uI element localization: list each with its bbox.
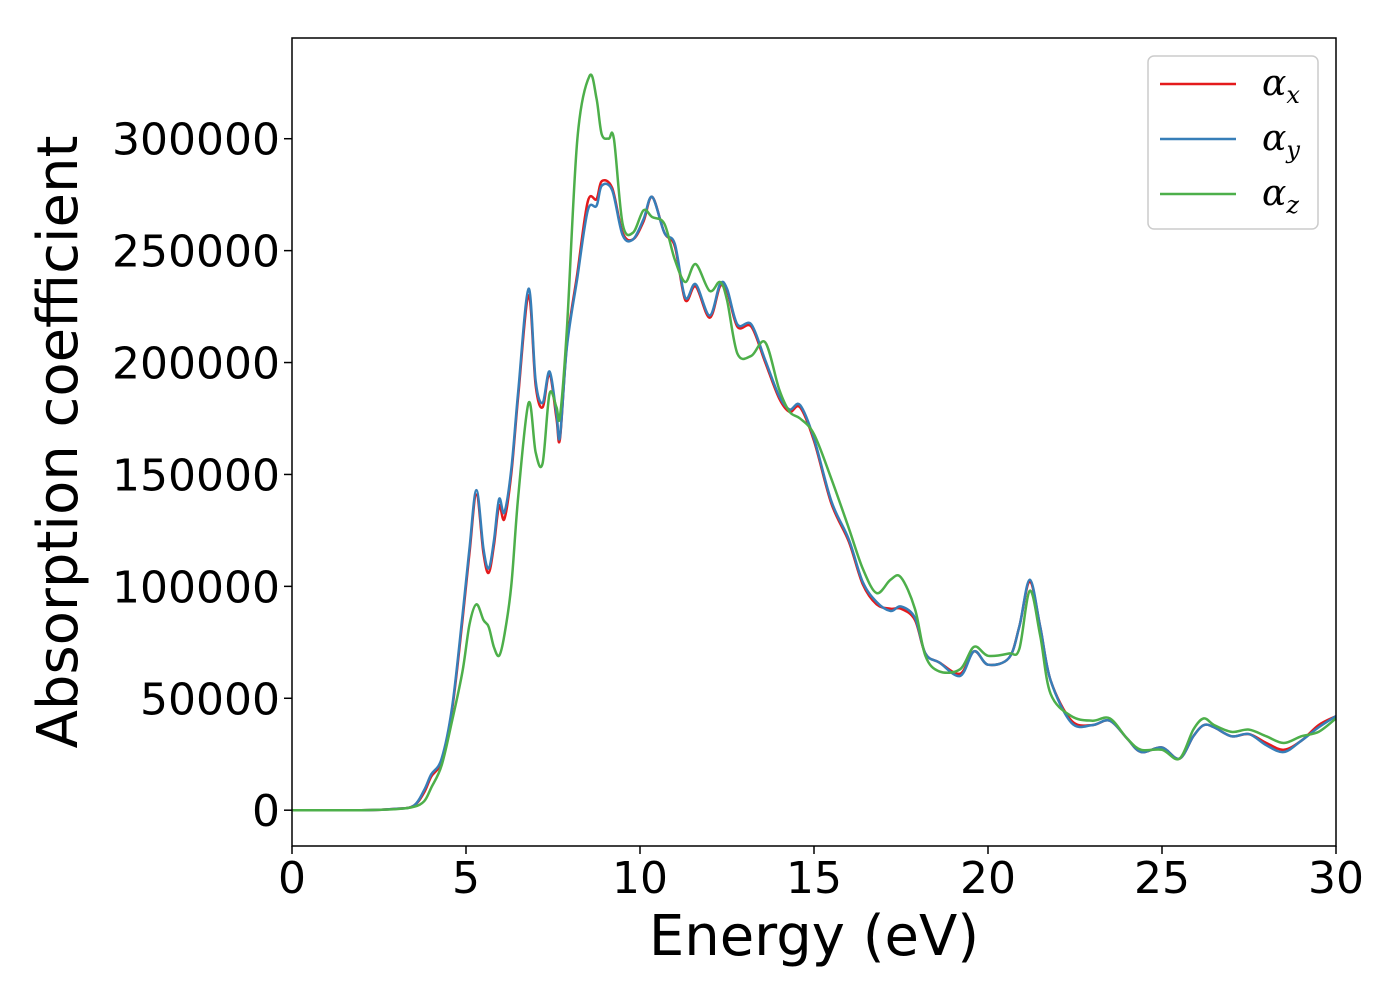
y-tick-label: 300000 bbox=[112, 115, 280, 166]
legend-box bbox=[1147, 55, 1319, 230]
y-tick-label: 0 bbox=[252, 786, 280, 837]
x-tick-label: 30 bbox=[1308, 853, 1364, 904]
series-line-z bbox=[291, 73, 1337, 812]
y-tick-label: 150000 bbox=[112, 450, 280, 501]
x-tick-label: 10 bbox=[612, 853, 668, 904]
legend-subscript: z bbox=[1285, 191, 1299, 219]
legend-subscript: y bbox=[1285, 136, 1300, 164]
series-layer bbox=[291, 73, 1337, 812]
y-axis-title: Absorption coefficient bbox=[26, 136, 91, 749]
legend-subscript: x bbox=[1286, 81, 1300, 109]
x-tick-label: 0 bbox=[278, 853, 306, 904]
y-axis: 0 50000 100000 150000 200000 250000 300000 bbox=[112, 115, 292, 837]
x-tick-label: 25 bbox=[1134, 853, 1190, 904]
x-axis-title: Energy (eV) bbox=[649, 904, 979, 969]
x-tick-label: 15 bbox=[786, 853, 842, 904]
y-tick-label: 200000 bbox=[112, 339, 280, 390]
x-tick-label: 5 bbox=[452, 853, 480, 904]
y-tick-label: 50000 bbox=[140, 674, 280, 725]
x-tick-label: 20 bbox=[960, 853, 1016, 904]
y-tick-label: 250000 bbox=[112, 227, 280, 278]
x-axis: 0 5 10 15 20 25 30 bbox=[278, 846, 1364, 904]
y-tick-label: 100000 bbox=[112, 562, 280, 613]
